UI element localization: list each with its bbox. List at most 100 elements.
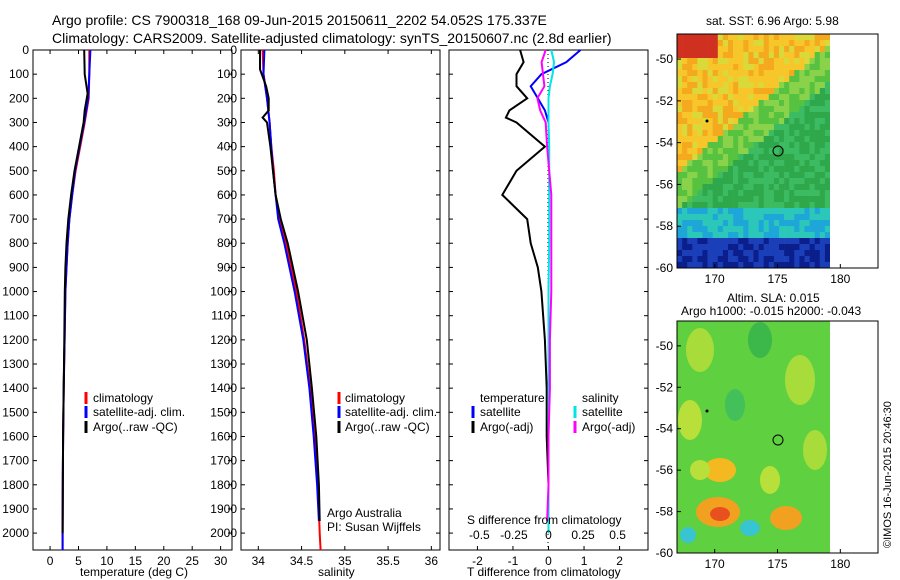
series-line-argo-raw-qc- (259, 50, 321, 522)
sst-cell (784, 244, 790, 251)
sst-cell (738, 52, 744, 59)
sst-cell (707, 232, 713, 239)
sst-cell (794, 184, 800, 191)
sst-cell (728, 244, 734, 251)
sst-cell (712, 154, 719, 161)
sst-cell (763, 202, 770, 209)
sst-cell (687, 46, 693, 53)
sst-cell (682, 52, 688, 59)
sst-cell (717, 154, 724, 161)
sst-cell (819, 130, 826, 137)
s-tick-label: -0.5 (469, 528, 490, 542)
sst-cell (758, 70, 764, 77)
sst-cell (809, 226, 815, 233)
sst-cell (687, 40, 693, 47)
sst-cell (728, 202, 734, 209)
sst-cell (794, 202, 800, 209)
sst-cell (677, 160, 683, 167)
sst-cell (677, 136, 683, 143)
sst-cell (809, 250, 815, 257)
sst-cell (692, 106, 698, 113)
sst-cell (687, 214, 693, 221)
sst-cell (702, 184, 708, 191)
sst-cell (773, 130, 780, 137)
depth-tick-label: 1700 (2, 454, 29, 468)
sst-cell (753, 244, 759, 251)
sst-cell (819, 262, 826, 269)
sst-cell (687, 130, 693, 137)
sst-cell (728, 112, 734, 119)
sst-cell (763, 106, 770, 113)
sst-cell (707, 148, 713, 155)
sst-cell (779, 46, 785, 53)
sst-cell (677, 130, 683, 137)
sst-cell (707, 214, 713, 221)
sst-cell (728, 124, 734, 131)
x-tick-label: 35.5 (376, 554, 400, 568)
sst-cell (682, 220, 688, 227)
sst-cell (743, 100, 749, 107)
sst-cell (702, 76, 708, 83)
sst-cell (753, 208, 759, 215)
sst-cell (682, 142, 688, 149)
sst-cell (779, 208, 785, 215)
sst-cell (804, 196, 810, 203)
sst-cell (748, 136, 754, 143)
x-tick-label: 15 (129, 554, 143, 568)
sst-cell (758, 130, 764, 137)
sst-cell (717, 190, 724, 197)
sst-cell (779, 250, 785, 257)
sst-cell (748, 100, 754, 107)
sst-cell (707, 58, 713, 65)
sst-cell (819, 160, 826, 167)
sst-cell (682, 172, 688, 179)
sst-cell (677, 58, 683, 65)
sst-cell (707, 46, 713, 53)
sst-cell (794, 118, 800, 125)
sst-cell (692, 142, 698, 149)
sst-cell (779, 202, 785, 209)
sst-cell (748, 244, 754, 251)
sst-cell (697, 124, 703, 131)
sst-cell (702, 136, 708, 143)
sst-cell (722, 118, 729, 125)
sst-cell (692, 58, 698, 65)
sst-cell (758, 124, 764, 131)
s-tick-label: -0.25 (500, 528, 528, 542)
sst-cell (687, 136, 693, 143)
sst-cell (809, 148, 815, 155)
sst-cell (768, 58, 775, 65)
sst-cell (773, 52, 780, 59)
sst-cell (712, 124, 719, 131)
sst-cell (819, 208, 826, 215)
depth-tick-label: 1600 (210, 429, 237, 443)
sst-cell (702, 160, 708, 167)
sst-cell (717, 94, 724, 101)
sst-cell (779, 64, 785, 71)
sst-cell (743, 70, 749, 77)
sst-cell (712, 184, 719, 191)
sst-cell (743, 118, 749, 125)
sst-cell (779, 172, 785, 179)
sst-cell (758, 148, 764, 155)
sst-cell (728, 46, 734, 53)
sst-cell (799, 232, 805, 239)
depth-tick-label: 1300 (2, 357, 29, 371)
sst-cell (794, 76, 800, 83)
sst-cell (799, 100, 805, 107)
sst-cell (748, 184, 754, 191)
sst-cell (758, 64, 764, 71)
sst-cell (819, 154, 826, 161)
sst-cell (682, 214, 688, 221)
sst-cell (712, 178, 719, 185)
sst-cell (779, 220, 785, 227)
sst-cell (682, 100, 688, 107)
sst-cell (784, 148, 790, 155)
sst-cell (717, 172, 724, 179)
sst-cell (707, 172, 713, 179)
sst-cell (773, 112, 780, 119)
sst-cell (789, 154, 795, 161)
sst-cell (722, 202, 729, 209)
sst-cell (733, 52, 739, 59)
sst-cell (753, 52, 759, 59)
